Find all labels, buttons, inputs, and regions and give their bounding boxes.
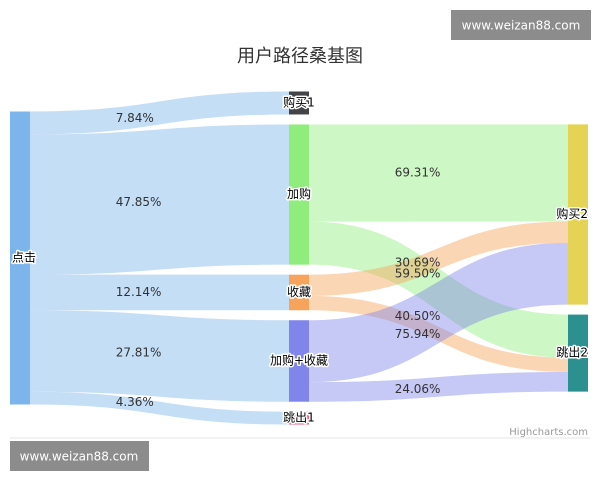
node — [289, 124, 309, 265]
links — [30, 91, 568, 425]
watermark: www.weizan88.com — [462, 19, 581, 33]
node — [568, 314, 588, 392]
node-label: 购买1 — [283, 94, 315, 109]
node-label: 加购+收藏 — [270, 352, 328, 367]
watermark: www.weizan88.com — [20, 450, 139, 464]
node-label: 点击 — [12, 251, 36, 265]
watermark-box — [451, 10, 591, 40]
link-label: 7.84% — [116, 111, 154, 125]
link-label: 69.31% — [395, 166, 441, 180]
link-label: 24.06% — [395, 382, 441, 396]
link — [309, 221, 568, 296]
link-label: 27.81% — [116, 346, 162, 360]
link-label: 4.36% — [116, 395, 154, 409]
node-label: 跳出1 — [283, 411, 315, 425]
link-label: 75.94% — [395, 327, 441, 341]
node — [10, 111, 30, 405]
node — [289, 320, 309, 402]
link-label: 30.69% — [395, 256, 441, 270]
credit[interactable]: Highcharts.com — [509, 427, 588, 438]
link — [309, 221, 568, 358]
link — [30, 124, 289, 275]
link-label: 12.14% — [116, 285, 162, 299]
node — [568, 124, 588, 305]
link — [309, 295, 568, 373]
node-label: 购买2 — [556, 206, 588, 221]
link — [309, 372, 568, 402]
link — [309, 242, 568, 383]
node-label: 跳出2 — [556, 346, 588, 360]
chart-title: 用户路径桑基图 — [237, 46, 363, 67]
node-label: 加购 — [287, 186, 311, 201]
node — [289, 274, 309, 311]
watermark-box — [10, 441, 149, 471]
link-label: 47.85% — [116, 195, 162, 209]
link-label: 40.50% — [395, 309, 441, 323]
node — [289, 91, 309, 115]
link — [309, 124, 568, 222]
node — [289, 411, 309, 425]
link — [30, 310, 289, 402]
link — [30, 274, 289, 311]
node-label: 收藏 — [287, 285, 311, 299]
link-label: 59.50% — [395, 266, 441, 280]
link — [30, 391, 289, 425]
link — [30, 91, 289, 135]
